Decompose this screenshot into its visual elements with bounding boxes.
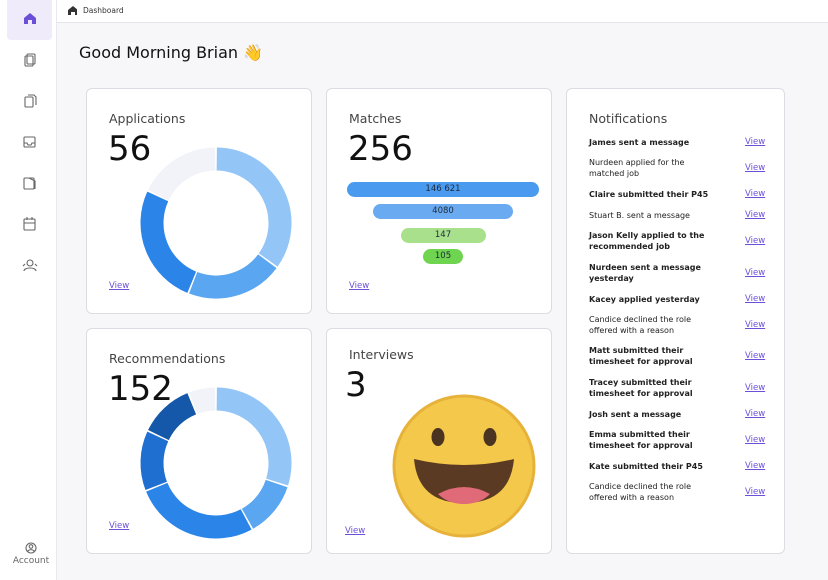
notification: Matt submitted their timesheet for appro…: [589, 342, 769, 370]
notification-text: Candice declined the role offered with a…: [589, 315, 692, 335]
donut-segment: [148, 147, 216, 201]
notification-text: Josh sent a message: [589, 409, 682, 419]
notification: Tracey submitted their timesheet for app…: [589, 374, 769, 402]
notification: Candice declined the role offered with a…: [589, 311, 769, 339]
notification: Claire submitted their P45 View: [589, 180, 769, 208]
view-link[interactable]: View: [745, 487, 766, 497]
card-count: 256: [348, 129, 413, 169]
recommendations-card: Recommendations 152 View: [86, 328, 312, 554]
view-link[interactable]: View: [745, 163, 766, 173]
notification-text: Tracey submitted their timesheet for app…: [589, 378, 693, 398]
notifications-card: Notifications James sent a message View Nu…: [566, 88, 785, 554]
notification-text: Kate submitted their P45: [589, 461, 703, 471]
donut-segment: [140, 191, 197, 293]
donut-segment: [216, 147, 292, 267]
view-link[interactable]: View: [109, 281, 130, 291]
notification: Stuart B. sent a message View: [589, 201, 769, 229]
matches-card: Matches 256 View 146 621 4080 147 105: [326, 88, 552, 314]
view-link[interactable]: View: [745, 409, 766, 419]
donut-segment: [216, 387, 292, 486]
donut: [140, 387, 292, 539]
card-count: 152: [108, 369, 173, 409]
nav-icons: [22, 13, 38, 554]
view-link[interactable]: View: [109, 521, 130, 531]
notification: Kacey applied yesterday View: [589, 285, 769, 313]
view-link[interactable]: View: [745, 320, 766, 330]
card-count: 56: [108, 129, 152, 169]
view-link[interactable]: View: [345, 526, 366, 536]
donut: [140, 147, 292, 299]
funnel-bar: 146 621: [347, 182, 539, 197]
view-link[interactable]: View: [349, 281, 370, 291]
view-link[interactable]: View: [745, 268, 766, 278]
funnel-bar: 4080: [373, 204, 513, 219]
card-title: Applications: [109, 111, 186, 126]
notification-text: Candice declined the role offered with a…: [589, 482, 692, 502]
account-label[interactable]: Account: [12, 556, 50, 566]
notification-text: Kacey applied yesterday: [589, 294, 700, 304]
view-link[interactable]: View: [745, 210, 766, 220]
notification-text: Emma submitted their timesheet for appro…: [589, 430, 693, 450]
notification: Kate submitted their P45 View: [589, 452, 769, 480]
view-link[interactable]: View: [745, 294, 766, 304]
notification-text: Stuart B. sent a message: [589, 210, 690, 220]
view-link[interactable]: View: [745, 137, 766, 147]
notification: James sent a message View: [589, 128, 769, 156]
notification: Josh sent a message View: [589, 400, 769, 428]
funnel-bar: 147: [400, 228, 486, 243]
view-link[interactable]: View: [745, 383, 766, 393]
greeting: Good Morning Brian 👋: [79, 43, 264, 62]
donut-segment: [189, 387, 216, 415]
breadcrumb[interactable]: Dashboard: [83, 6, 124, 15]
smiley: [392, 394, 536, 538]
donut-segment: [148, 393, 197, 441]
home-icon: [68, 6, 77, 15]
view-link[interactable]: View: [745, 189, 766, 199]
sidebar: Account: [0, 0, 57, 580]
card-title: Matches: [349, 111, 402, 126]
card-title: Notifications: [589, 111, 668, 126]
donut-segment: [146, 482, 252, 539]
donut-segment: [140, 431, 169, 490]
notification-text: Nurdeen applied for the matched job: [589, 158, 685, 178]
notification: Emma submitted their timesheet for appro…: [589, 426, 769, 454]
notification-text: Claire submitted their P45: [589, 189, 709, 199]
card-title: Interviews: [349, 347, 414, 362]
donut-segment: [241, 479, 288, 529]
view-link[interactable]: View: [745, 351, 766, 361]
notification-text: James sent a message: [589, 137, 690, 147]
view-link[interactable]: View: [745, 236, 766, 246]
notification: Candice declined the role offered with a…: [589, 478, 769, 506]
card-title: Recommendations: [109, 351, 226, 366]
notification: Jason Kelly applied to the recommended j…: [589, 227, 769, 255]
funnel-bar: 105: [423, 249, 463, 264]
top-bar: Dashboard: [57, 0, 828, 23]
view-link[interactable]: View: [745, 461, 766, 471]
donut-segment: [189, 253, 277, 299]
interviews-card: Interviews 3 View: [326, 328, 552, 554]
notification-text: Jason Kelly applied to the recommended j…: [589, 231, 705, 251]
card-count: 3: [345, 365, 367, 405]
notification: Nurdeen applied for the matched job View: [589, 154, 769, 182]
notification-text: Matt submitted their timesheet for appro…: [589, 346, 693, 366]
notification: Nurdeen sent a message yesterday View: [589, 259, 769, 287]
notification-text: Nurdeen sent a message yesterday: [589, 263, 701, 283]
applications-card: Applications 56 View: [86, 88, 312, 314]
view-link[interactable]: View: [745, 435, 766, 445]
